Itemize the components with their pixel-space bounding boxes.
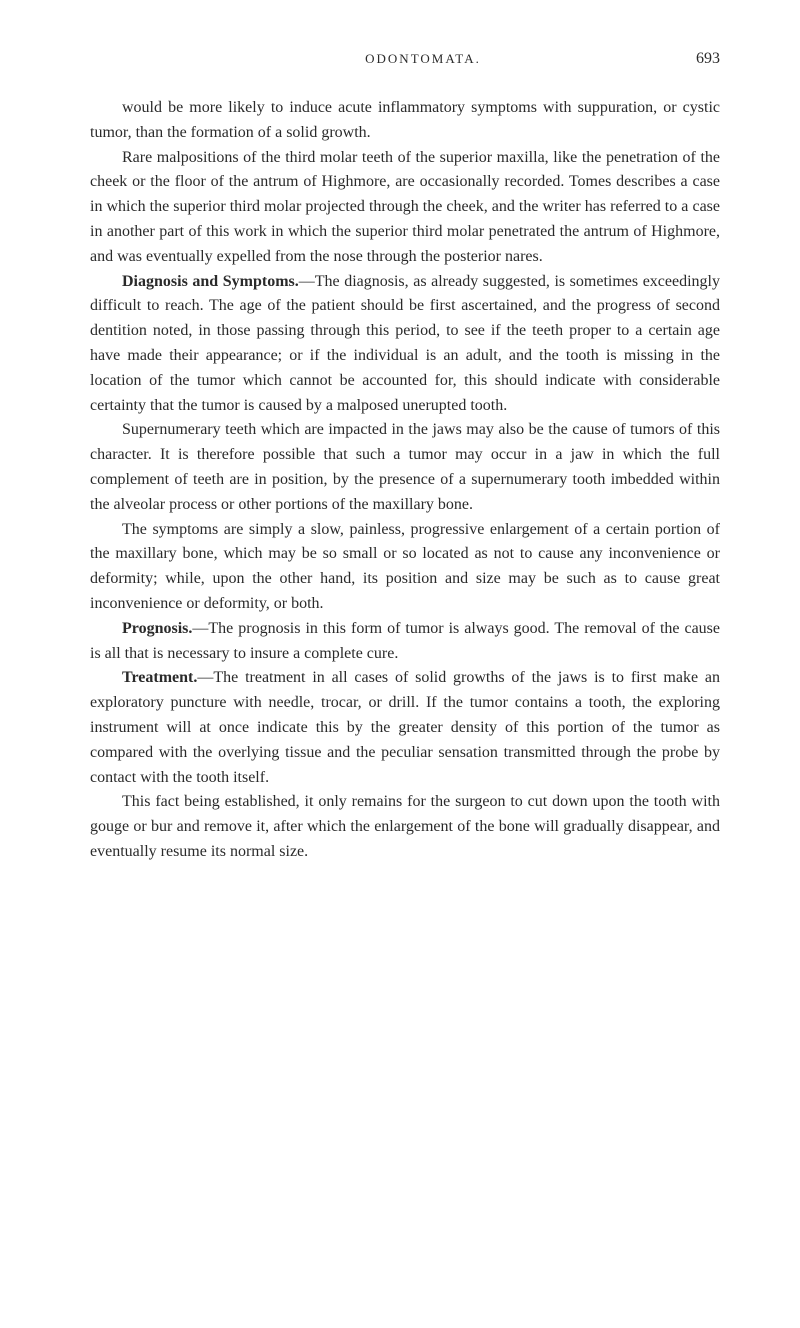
- paragraph-8: This fact being established, it only rem…: [90, 790, 720, 864]
- page-number: 693: [696, 50, 720, 68]
- document-page: ODONTOMATA. 693 would be more likely to …: [0, 0, 800, 915]
- section-heading-prognosis: Prognosis.: [122, 620, 192, 637]
- section-heading-treatment: Treatment.: [122, 669, 197, 686]
- page-header: ODONTOMATA. 693: [90, 50, 720, 68]
- paragraph-2: Rare malpositions of the third molar tee…: [90, 146, 720, 270]
- paragraph-7-text: —The treatment in all cases of solid gro…: [90, 669, 720, 785]
- section-heading-diagnosis: Diagnosis and Symptoms.: [122, 273, 299, 290]
- paragraph-7: Treatment.—The treatment in all cases of…: [90, 666, 720, 790]
- paragraph-5: The symptoms are simply a slow, painless…: [90, 518, 720, 617]
- paragraph-3: Diagnosis and Symptoms.—The diagnosis, a…: [90, 270, 720, 419]
- paragraph-1: would be more likely to induce acute inf…: [90, 96, 720, 146]
- paragraph-3-text: —The diagnosis, as already suggested, is…: [90, 273, 720, 414]
- paragraph-4: Supernumerary teeth which are impacted i…: [90, 418, 720, 517]
- header-title: ODONTOMATA.: [150, 51, 696, 67]
- paragraph-6: Prognosis.—The prognosis in this form of…: [90, 617, 720, 667]
- body-text: would be more likely to induce acute inf…: [90, 96, 720, 865]
